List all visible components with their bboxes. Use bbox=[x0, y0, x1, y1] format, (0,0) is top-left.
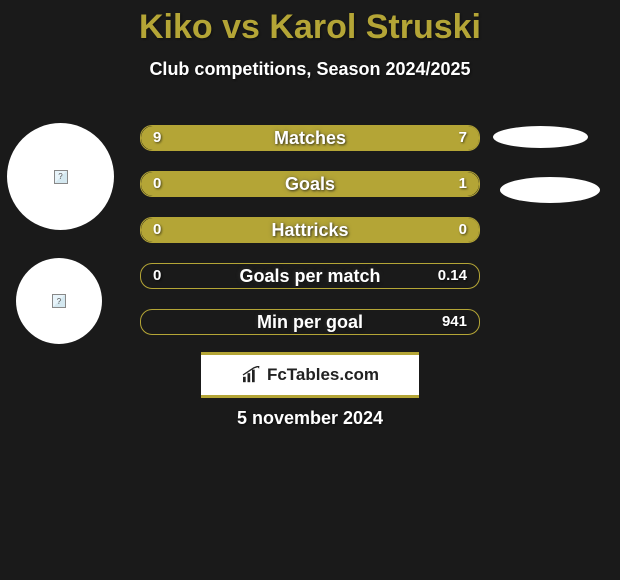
stat-value-right: 7 bbox=[459, 126, 467, 150]
date-label: 5 november 2024 bbox=[0, 408, 620, 429]
stat-value-right: 1 bbox=[459, 172, 467, 196]
logo-box: FcTables.com bbox=[201, 352, 419, 398]
stat-label: Min per goal bbox=[141, 310, 479, 334]
stat-label: Goals bbox=[141, 172, 479, 196]
stat-label: Matches bbox=[141, 126, 479, 150]
page-title: Kiko vs Karol Struski bbox=[0, 0, 620, 47]
chart-icon bbox=[241, 366, 263, 384]
logo-text: FcTables.com bbox=[267, 365, 379, 385]
broken-image-icon: ? bbox=[52, 294, 66, 308]
stat-row: 0Goals1 bbox=[140, 171, 480, 197]
stat-row: 9Matches7 bbox=[140, 125, 480, 151]
stats-container: 9Matches70Goals10Hattricks00Goals per ma… bbox=[140, 125, 480, 355]
stat-value-right: 0 bbox=[459, 218, 467, 242]
stat-row: Min per goal941 bbox=[140, 309, 480, 335]
stat-row: 0Hattricks0 bbox=[140, 217, 480, 243]
stat-row: 0Goals per match0.14 bbox=[140, 263, 480, 289]
decor-ellipse-1 bbox=[493, 126, 588, 148]
broken-image-icon: ? bbox=[54, 170, 68, 184]
decor-ellipse-2 bbox=[500, 177, 600, 203]
stat-label: Hattricks bbox=[141, 218, 479, 242]
player2-avatar: ? bbox=[16, 258, 102, 344]
player1-avatar: ? bbox=[7, 123, 114, 230]
stat-value-right: 0.14 bbox=[438, 264, 467, 288]
stat-value-right: 941 bbox=[442, 310, 467, 334]
page-subtitle: Club competitions, Season 2024/2025 bbox=[0, 59, 620, 80]
stat-label: Goals per match bbox=[141, 264, 479, 288]
